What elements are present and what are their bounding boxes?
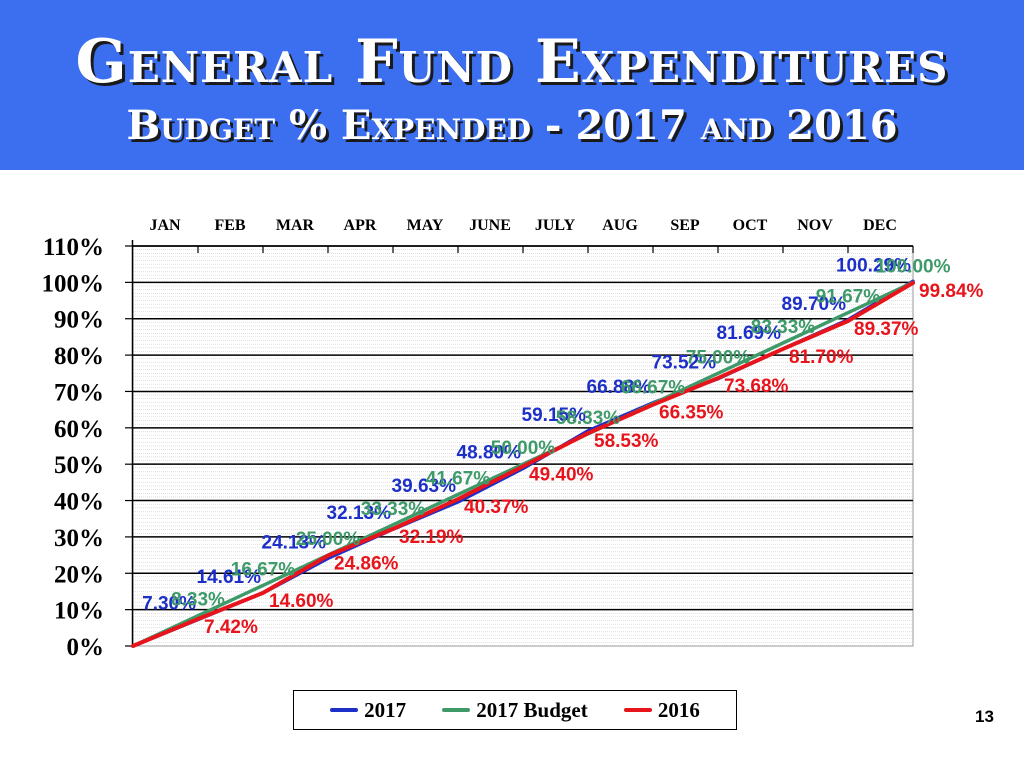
y-tick-label: 10% <box>54 598 104 625</box>
data-label-2016: 40.37% <box>464 497 529 518</box>
legend-item-2016: 2016 <box>623 697 700 723</box>
data-label-2017: 100.29% <box>836 255 911 276</box>
data-label-2017: 48.80% <box>457 443 522 464</box>
data-label-2017-budget: 83.33% <box>751 317 816 338</box>
y-tick-label: 60% <box>54 416 104 443</box>
y-tick-label: 50% <box>54 452 104 479</box>
data-label-2016: 81.70% <box>789 347 854 368</box>
y-tick-label: 0% <box>67 634 105 661</box>
x-tick-label: SEP <box>670 217 700 234</box>
legend-swatch-2017 <box>330 708 359 712</box>
data-label-2016: 73.68% <box>724 376 789 397</box>
data-label-2017: 73.52% <box>652 353 717 374</box>
data-label-2017-budget: 41.67% <box>426 468 491 489</box>
data-label-2016: 14.60% <box>269 591 334 612</box>
data-label-2017-budget: 16.67% <box>231 559 296 580</box>
data-label-2016: 89.37% <box>854 319 919 340</box>
legend-label-2016: 2016 <box>657 697 700 722</box>
data-label-2017-budget: 8.33% <box>171 590 225 611</box>
page-number: 13 <box>975 707 994 726</box>
x-tick-label: FEB <box>214 217 245 234</box>
data-label-2017-budget: 100.00% <box>875 256 950 277</box>
data-label-2016: 99.84% <box>919 281 984 302</box>
slide-title: General Fund Expenditures <box>75 27 949 97</box>
legend-swatch-2017-budget <box>442 708 471 712</box>
y-tick-label: 20% <box>54 561 104 588</box>
data-label-2017-budget: 75.00% <box>686 347 751 368</box>
x-tick-label: JAN <box>149 217 181 234</box>
data-label-2017: 14.61% <box>197 567 262 588</box>
y-tick-label: 40% <box>54 489 104 516</box>
x-tick-label: JUNE <box>469 217 511 234</box>
data-label-2016: 66.35% <box>659 403 724 424</box>
data-label-2017-budget: 50.00% <box>491 438 556 459</box>
y-tick-label: 100% <box>42 270 105 297</box>
legend-item-2017: 2017 <box>330 698 406 723</box>
legend-swatch-2016 <box>623 708 652 712</box>
legend-item-2017-budget: 2017 Budget <box>442 697 588 723</box>
x-tick-label: JULY <box>535 217 576 234</box>
x-tick-label: MAY <box>407 217 444 234</box>
legend-label-2017-budget: 2017 Budget <box>476 697 588 722</box>
y-tick-label: 80% <box>54 343 104 370</box>
data-label-2017: 32.13% <box>327 503 392 524</box>
data-label-2017-budget: 58.33% <box>556 408 621 429</box>
x-tick-label: OCT <box>733 217 768 234</box>
series-line-2016 <box>131 280 915 648</box>
data-label-2017: 66.88% <box>587 377 652 398</box>
data-label-2016: 58.53% <box>594 431 659 452</box>
y-tick-label: 70% <box>54 379 104 406</box>
data-label-2017: 7.30% <box>142 593 196 614</box>
data-label-2016: 7.42% <box>204 617 258 638</box>
data-label-2017-budget: 25.00% <box>296 529 361 550</box>
slide-subtitle: Budget % Expended - 2017 and 2016 <box>126 102 898 149</box>
data-label-2017-budget: 91.67% <box>816 287 881 308</box>
data-label-2017-budget: 66.67% <box>621 378 686 399</box>
y-tick-label: 90% <box>54 307 104 334</box>
title-banner: General Fund Expenditures Budget % Expen… <box>0 0 1024 170</box>
data-label-2016: 24.86% <box>334 554 399 575</box>
x-tick-label: NOV <box>797 217 833 234</box>
data-label-2017: 89.70% <box>782 294 847 315</box>
data-label-2017: 81.69% <box>717 323 782 344</box>
legend-label-2017: 2017 <box>364 697 407 722</box>
data-label-2016: 49.40% <box>529 464 594 485</box>
data-label-2016: 32.19% <box>399 527 464 548</box>
x-tick-label: MAR <box>276 217 315 234</box>
y-tick-label: 110% <box>43 234 104 261</box>
data-label-2017: 39.63% <box>392 476 457 497</box>
x-tick-label: APR <box>344 217 377 234</box>
data-label-2017: 59.15% <box>522 405 587 426</box>
x-tick-label: DEC <box>863 217 897 234</box>
chart-legend: 2017 2017 Budget 2016 <box>293 690 737 730</box>
y-tick-label: 30% <box>54 525 104 552</box>
data-label-2017-budget: 33.33% <box>361 499 426 520</box>
data-label-2017: 24.13% <box>262 532 327 553</box>
x-tick-label: AUG <box>602 217 638 234</box>
